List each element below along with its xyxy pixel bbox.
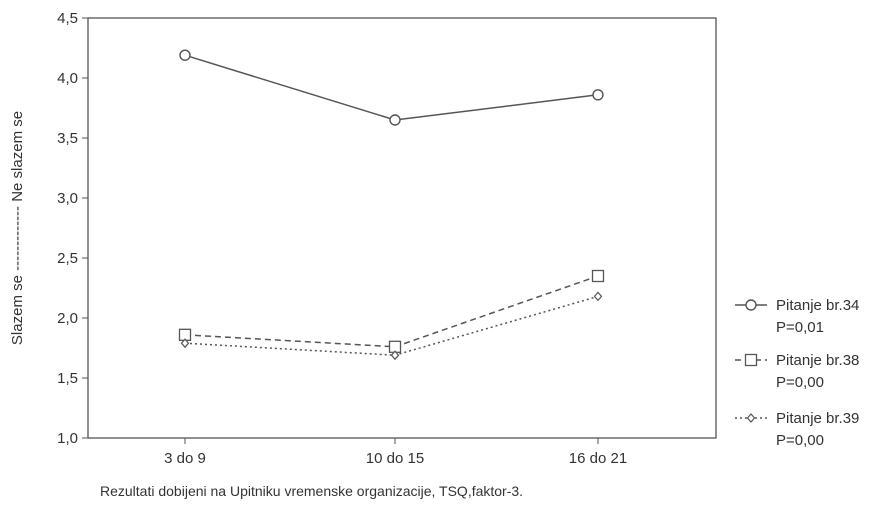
y-tick-label: 3,5 — [57, 130, 78, 147]
series-3 — [180, 291, 603, 361]
y-tick-label: 1,5 — [57, 370, 78, 387]
data-point — [592, 89, 604, 101]
y-axis-label: Slazem se ------------- Ne slazem se — [9, 111, 26, 345]
legend-item-2: Pitanje br.38 P=0,00 — [735, 352, 859, 391]
data-point — [593, 291, 603, 302]
legend-label: Pitanje br.38 — [776, 352, 859, 369]
series-1 — [179, 49, 604, 126]
data-point — [745, 299, 757, 311]
legend-label: Pitanje br.39 — [776, 410, 859, 427]
legend-item-3: Pitanje br.39 P=0,00 — [735, 410, 859, 449]
x-axis: 3 do 9 10 do 15 16 do 21 — [164, 438, 627, 467]
series-layer — [178, 49, 605, 361]
y-tick-label: 3,0 — [57, 190, 78, 207]
data-point — [179, 49, 191, 61]
series-line — [184, 275, 599, 348]
legend-pvalue: P=0,01 — [776, 319, 824, 336]
series-line — [184, 54, 599, 121]
data-point — [746, 413, 756, 423]
data-point — [591, 269, 605, 283]
y-tick-label: 2,5 — [57, 250, 78, 267]
x-tick-label: 10 do 15 — [366, 450, 424, 467]
data-point — [389, 114, 401, 126]
data-point — [744, 353, 758, 367]
legend-label: Pitanje br.34 — [776, 297, 859, 314]
legend-pvalue: P=0,00 — [776, 374, 824, 391]
y-tick-label: 2,0 — [57, 310, 78, 327]
data-point — [390, 350, 400, 361]
x-tick-label: 3 do 9 — [164, 450, 206, 467]
y-axis: 1,0 1,5 2,0 2,5 3,0 3,5 4,0 4,5 — [57, 10, 88, 447]
plot-frame — [87, 17, 717, 439]
y-tick-label: 1,0 — [57, 430, 78, 447]
data-point — [180, 338, 190, 349]
legend-item-1: Pitanje br.34 P=0,01 — [735, 297, 859, 336]
chart-caption: Rezultati dobijeni na Upitniku vremenske… — [100, 483, 523, 499]
y-tick-label: 4,5 — [57, 10, 78, 27]
series-2 — [178, 269, 605, 353]
y-tick-label: 4,0 — [57, 70, 78, 87]
legend-pvalue: P=0,00 — [776, 432, 824, 449]
x-tick-label: 16 do 21 — [569, 450, 627, 467]
